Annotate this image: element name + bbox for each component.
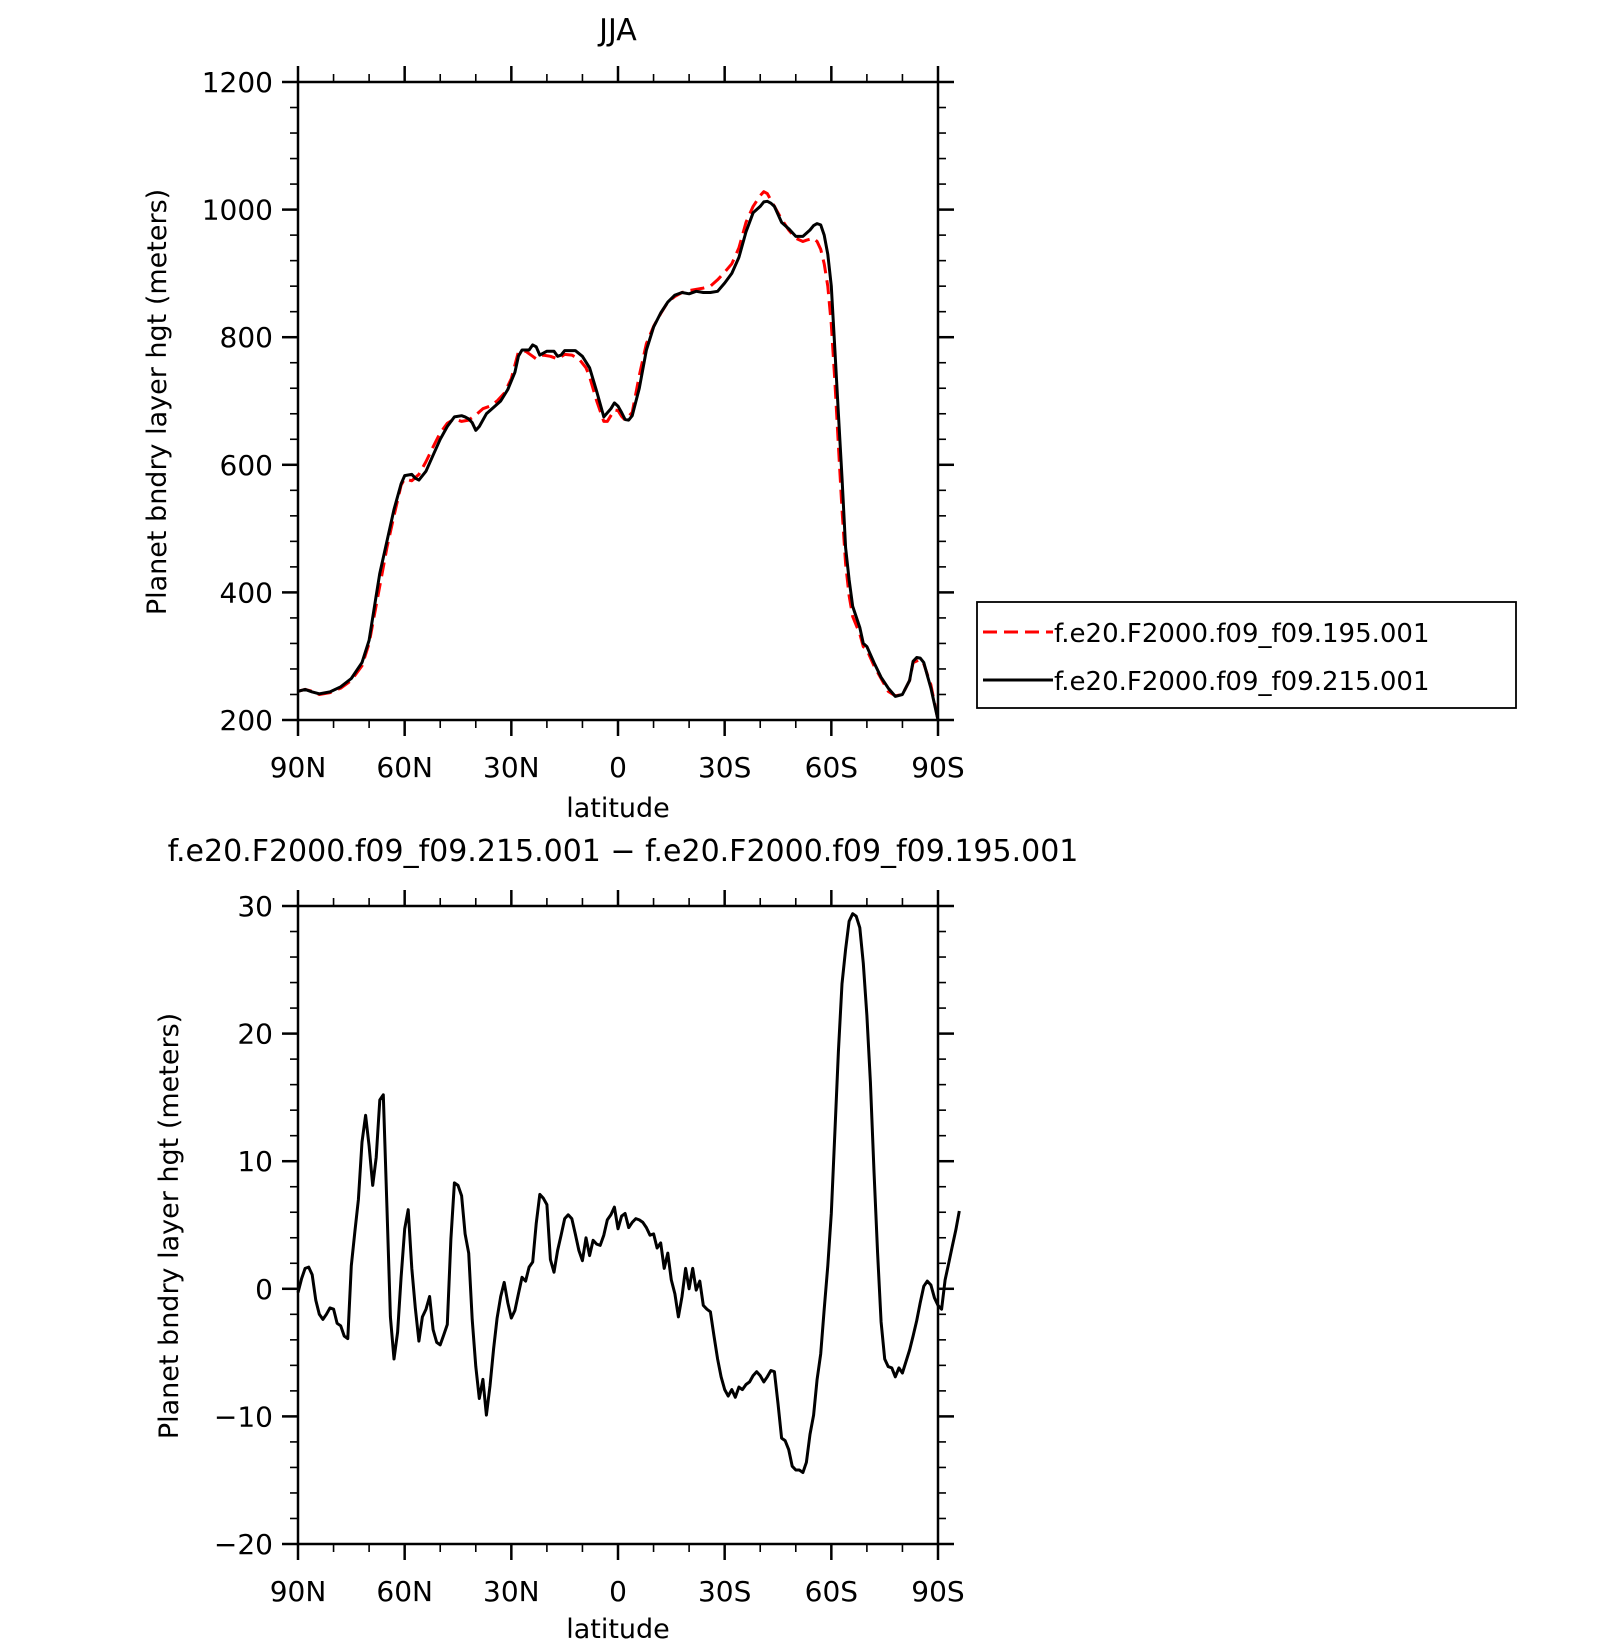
bottom-chart-axes: −20 −10 0 10 20 30 90N 60N 30N 0 30S 60S 90S (214, 890, 965, 1608)
bottom-chart-ylabel: Planet bndry layer hgt (meters) (154, 1013, 185, 1439)
bottom-chart-xtick-label: 60N (376, 1575, 433, 1608)
bottom-chart-xtick-label: 0 (609, 1575, 627, 1608)
top-chart-xtick-label: 30N (483, 751, 540, 784)
top-chart-xtick-label: 60S (805, 751, 858, 784)
bottom-chart-xtick-label: 30S (698, 1575, 751, 1608)
bottom-chart-xtick-label: 30N (483, 1575, 540, 1608)
legend-label-195: f.e20.F2000.f09_f09.195.001 (1054, 619, 1430, 649)
bottom-chart-xtick-label: 90S (911, 1575, 964, 1608)
top-chart-xtick-label: 90N (270, 751, 327, 784)
legend: f.e20.F2000.f09_f09.195.001 f.e20.F2000.… (976, 601, 1517, 709)
bottom-chart-ytick-label: 20 (237, 1018, 273, 1051)
top-chart-ytick-label: 800 (220, 321, 273, 354)
top-chart-ytick-label: 400 (220, 576, 273, 609)
bottom-chart-title: f.e20.F2000.f09_f09.215.001 − f.e20.F200… (168, 834, 1079, 869)
top-chart-axes: 200 400 600 800 1000 1200 90N 60N 30N 0 30S 60S 90S (202, 66, 965, 784)
top-chart-xtick-label: 60N (376, 751, 433, 784)
top-chart-series-line-1 (297, 199, 940, 721)
bottom-chart-ytick-label: −10 (214, 1400, 273, 1433)
bottom-chart-xlabel: latitude (566, 1614, 670, 1641)
top-chart-xtick-label: 90S (911, 751, 964, 784)
top-chart-ytick-label: 600 (220, 449, 273, 482)
top-chart-series-line-0 (297, 190, 940, 721)
bottom-chart-frame (296, 904, 940, 1546)
top-chart-title: JJA (597, 13, 637, 48)
bottom-chart-ytick-label: 0 (255, 1273, 273, 1306)
top-chart-ylabel: Planet bndry layer hgt (meters) (142, 189, 173, 615)
top-chart-xtick-label: 30S (698, 751, 751, 784)
bottom-chart-ytick-label: 30 (237, 890, 273, 923)
top-chart-ytick-label: 200 (220, 704, 273, 737)
legend-box (976, 601, 1517, 709)
legend-label-215: f.e20.F2000.f09_f09.215.001 (1054, 667, 1430, 697)
top-chart-ytick-label: 1200 (202, 66, 273, 99)
top-chart-series (297, 190, 940, 721)
bottom-chart-xtick-label: 60S (805, 1575, 858, 1608)
top-chart-ytick-label: 1000 (202, 194, 273, 227)
bottom-chart-series (296, 912, 961, 1474)
bottom-chart-ytick-label: −20 (214, 1528, 273, 1561)
bottom-chart-xtick-label: 90N (270, 1575, 327, 1608)
top-chart-xtick-label: 0 (609, 751, 627, 784)
bottom-chart-series-line-0 (296, 912, 961, 1474)
bottom-chart-ytick-label: 10 (237, 1145, 273, 1178)
top-chart-xlabel: latitude (566, 793, 670, 824)
top-chart-frame (296, 80, 940, 722)
